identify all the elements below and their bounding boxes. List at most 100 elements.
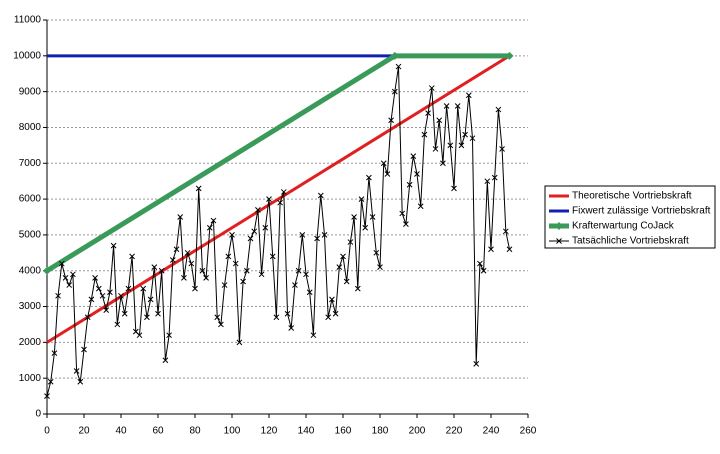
marker xyxy=(162,357,169,364)
y-tick-label: 5000 xyxy=(19,230,42,241)
marker xyxy=(58,260,65,267)
marker xyxy=(329,296,335,303)
marker xyxy=(110,242,117,249)
legend-label: Theoretische Vortriebskraft xyxy=(572,191,692,202)
marker xyxy=(488,246,494,253)
marker xyxy=(88,296,95,303)
marker xyxy=(321,232,328,238)
x-tick-label: 260 xyxy=(520,426,537,437)
marker xyxy=(147,296,154,303)
y-tick-label: 1000 xyxy=(19,373,42,384)
marker xyxy=(173,246,180,253)
marker xyxy=(403,221,409,228)
marker xyxy=(221,282,228,288)
marker xyxy=(499,146,505,152)
marker xyxy=(502,228,509,235)
marker xyxy=(184,249,191,256)
marker xyxy=(129,253,135,260)
marker xyxy=(325,314,332,321)
y-tick-label: 0 xyxy=(35,409,41,420)
marker xyxy=(362,224,369,231)
marker xyxy=(454,103,461,109)
marker xyxy=(107,289,113,296)
marker xyxy=(391,88,398,95)
marker xyxy=(92,275,98,281)
marker xyxy=(277,199,283,206)
marker xyxy=(417,203,424,210)
marker xyxy=(66,282,73,288)
marker xyxy=(151,264,158,270)
marker xyxy=(336,264,343,270)
marker xyxy=(428,85,435,91)
marker xyxy=(273,314,280,321)
marker xyxy=(84,314,91,321)
x-tick-label: 200 xyxy=(409,426,426,437)
marker xyxy=(414,171,420,177)
marker xyxy=(155,310,161,317)
marker xyxy=(505,51,514,60)
marker xyxy=(210,217,217,224)
marker xyxy=(491,174,498,181)
marker xyxy=(192,285,198,292)
marker xyxy=(103,307,110,313)
marker xyxy=(232,260,239,267)
y-tick-label: 9000 xyxy=(19,86,42,97)
marker xyxy=(447,142,454,149)
x-tick-label: 0 xyxy=(44,426,50,437)
x-tick-label: 20 xyxy=(78,426,90,437)
marker xyxy=(354,285,361,292)
marker xyxy=(140,285,147,292)
x-tick-label: 100 xyxy=(224,426,241,437)
marker xyxy=(158,267,165,274)
y-tick-label: 11000 xyxy=(14,15,42,26)
marker xyxy=(295,267,302,274)
marker xyxy=(410,153,417,159)
marker xyxy=(269,253,276,260)
marker xyxy=(81,346,87,353)
marker xyxy=(43,266,51,275)
marker xyxy=(240,278,246,285)
marker xyxy=(351,214,357,220)
legend-label: Krafterwartung CoJack xyxy=(572,221,675,232)
marker xyxy=(243,267,250,274)
marker xyxy=(121,310,128,317)
marker xyxy=(440,160,446,167)
y-tick-label: 8000 xyxy=(19,122,42,133)
x-tick-label: 180 xyxy=(372,426,389,437)
marker xyxy=(310,332,317,339)
marker xyxy=(77,378,84,385)
marker xyxy=(181,275,187,281)
marker xyxy=(451,185,457,192)
marker xyxy=(262,224,269,231)
marker xyxy=(125,285,132,292)
marker xyxy=(366,174,372,181)
marker xyxy=(280,189,287,195)
marker xyxy=(144,314,150,321)
marker xyxy=(555,222,563,230)
marker xyxy=(203,275,209,281)
x-tick-label: 60 xyxy=(152,426,164,437)
marker xyxy=(390,51,399,60)
marker xyxy=(388,117,394,124)
marker xyxy=(332,310,339,317)
marker xyxy=(477,260,483,267)
x-tick-label: 140 xyxy=(298,426,315,437)
marker xyxy=(258,271,265,278)
marker xyxy=(199,267,206,274)
x-tick-label: 120 xyxy=(261,426,278,437)
x-tick-label: 80 xyxy=(189,426,201,437)
y-tick-label: 10000 xyxy=(13,50,41,61)
marker xyxy=(406,181,413,188)
marker xyxy=(55,292,61,299)
marker xyxy=(177,214,184,220)
marker xyxy=(299,232,306,238)
marker xyxy=(421,131,428,138)
marker xyxy=(469,135,476,142)
x-tick-label: 220 xyxy=(446,426,463,437)
x-tick-label: 160 xyxy=(335,426,352,437)
marker xyxy=(358,196,365,202)
marker xyxy=(380,160,387,167)
marker xyxy=(195,185,202,192)
marker xyxy=(284,310,291,317)
